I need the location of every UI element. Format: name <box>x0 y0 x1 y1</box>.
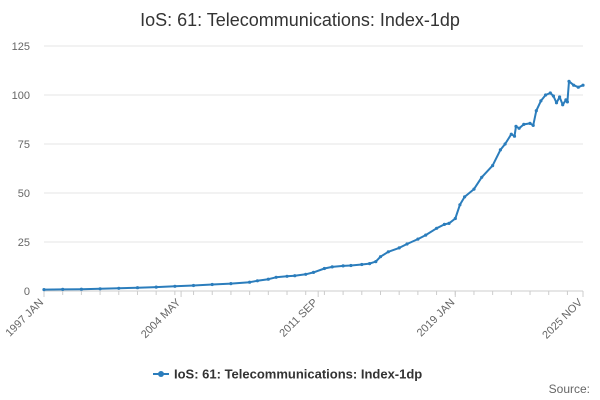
data-point <box>378 255 383 259</box>
data-point <box>98 287 102 291</box>
x-tick-label: 2019 JAN <box>415 297 458 340</box>
data-point <box>458 203 462 207</box>
data-point <box>248 280 252 284</box>
y-tick-label: 25 <box>18 237 30 249</box>
data-point <box>512 134 517 138</box>
x-tick-label: 1997 JAN <box>3 297 46 340</box>
data-point <box>255 279 259 283</box>
data-point <box>405 242 409 246</box>
data-point <box>229 282 233 286</box>
data-point <box>274 275 278 279</box>
data-point <box>522 122 526 126</box>
data-point <box>447 221 451 225</box>
data-point <box>576 85 580 89</box>
data-point <box>374 260 378 264</box>
data-point <box>154 285 158 289</box>
data-point <box>491 164 495 168</box>
data-point <box>554 101 559 105</box>
y-tick-label: 75 <box>18 139 30 151</box>
legend-label: IoS: 61: Telecommunications: Index-1dp <box>174 367 422 382</box>
data-point <box>349 263 353 268</box>
y-tick-label: 100 <box>12 90 30 102</box>
x-tick-label: 2004 MAY <box>139 296 184 341</box>
series-group <box>42 79 585 292</box>
data-point <box>360 262 364 267</box>
data-point <box>517 126 521 130</box>
legend-marker <box>158 371 164 377</box>
data-point <box>561 103 565 107</box>
data-point <box>531 123 535 127</box>
data-point <box>480 175 484 179</box>
y-tick-label: 125 <box>12 41 30 53</box>
y-tick-label: 50 <box>18 188 30 200</box>
data-point <box>509 132 513 136</box>
data-point <box>472 187 476 191</box>
data-point <box>386 250 390 254</box>
data-point <box>210 282 214 287</box>
data-point <box>442 222 446 226</box>
x-tick-label: 2025 NOV <box>540 296 585 341</box>
data-point <box>311 270 316 274</box>
data-point <box>514 124 518 128</box>
data-point <box>285 274 289 278</box>
legend[interactable]: IoS: 61: Telecommunications: Index-1dp <box>153 367 422 382</box>
data-point <box>453 216 457 221</box>
source-label: Source: <box>549 382 590 396</box>
data-point <box>534 109 538 113</box>
data-point <box>397 246 401 250</box>
data-point <box>551 94 556 98</box>
data-point <box>435 226 439 230</box>
data-point <box>304 272 308 276</box>
data-point <box>368 262 372 266</box>
data-point <box>79 287 83 291</box>
data-point <box>567 79 571 83</box>
x-axis: 1997 JAN 2004 MAY 2011 SEP 2019 JAN 2025 NOV <box>3 290 586 341</box>
data-point <box>42 288 46 292</box>
data-point <box>548 91 552 95</box>
data-point <box>135 286 140 290</box>
data-point <box>266 277 270 281</box>
data-point <box>61 287 65 291</box>
grid <box>44 45 583 243</box>
data-point <box>117 286 121 290</box>
data-point <box>581 83 585 87</box>
x-tick-label: 2011 SEP <box>277 297 320 340</box>
data-point <box>191 283 196 288</box>
data-point <box>173 284 177 288</box>
data-point <box>498 148 502 152</box>
data-point <box>528 121 532 125</box>
data-point <box>572 83 576 87</box>
data-point <box>341 264 345 268</box>
chart-title: IoS: 61: Telecommunications: Index-1dp <box>140 10 460 30</box>
y-axis: 0 25 50 75 100 125 <box>12 41 30 298</box>
data-point <box>503 142 507 146</box>
data-point <box>544 93 548 97</box>
data-point <box>424 233 428 237</box>
data-point <box>330 265 334 269</box>
data-point <box>539 99 543 103</box>
data-point <box>416 237 420 241</box>
series-line <box>43 80 584 291</box>
data-point <box>565 100 570 104</box>
data-point <box>463 195 467 199</box>
data-point <box>558 95 562 99</box>
data-point <box>322 266 326 271</box>
data-point <box>293 274 297 278</box>
y-tick-label: 0 <box>24 286 30 298</box>
